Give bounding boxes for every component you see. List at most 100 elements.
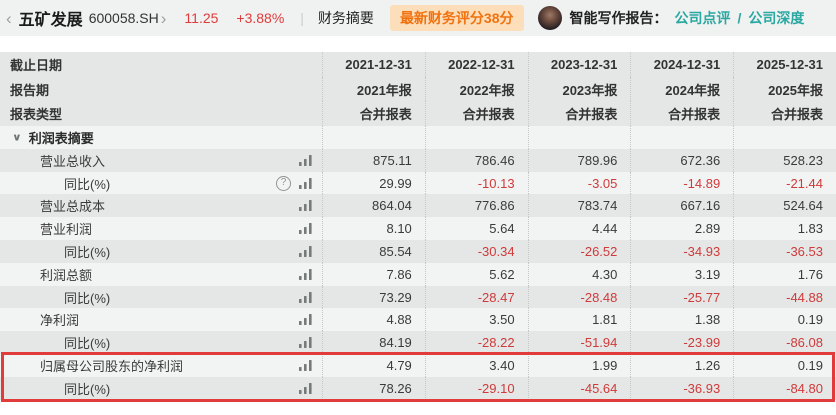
value-cell: 667.16	[630, 194, 734, 218]
row-label-cell: 利润总额	[0, 262, 322, 286]
stock-code: 600058.SH	[88, 10, 159, 26]
value-cell: -23.99	[630, 331, 734, 355]
row-label: 归属母公司股东的净利润	[40, 358, 184, 374]
chevron-left-icon[interactable]: ‹	[6, 8, 12, 28]
meta-value: 2022-12-31	[424, 52, 528, 77]
help-icon[interactable]: ?	[276, 175, 291, 191]
financial-table-wrap: 截止日期 2021-12-31 2022-12-31 2023-12-31 2024-1…	[0, 52, 836, 402]
value-cell: 528.23	[733, 148, 836, 172]
row-label: 利润总额	[40, 267, 93, 283]
bar-chart-icon[interactable]	[299, 154, 312, 166]
empty-cell	[733, 126, 836, 149]
bar-chart-icon[interactable]	[299, 177, 312, 189]
empty-cell	[424, 126, 528, 149]
value-cell: -14.89	[630, 171, 734, 195]
value-cell: -28.47	[424, 285, 528, 309]
value-cell: 4.88	[322, 308, 425, 332]
bar-chart-icon[interactable]	[299, 359, 312, 371]
meta-value: 合并报表	[424, 101, 528, 127]
meta-value: 2024-12-31	[630, 52, 734, 77]
value-cell: -45.64	[527, 376, 631, 400]
row-label-cell: 同比(%)	[0, 240, 322, 263]
value-cell: 875.11	[322, 148, 425, 172]
value-cell: 789.96	[527, 148, 631, 172]
row-label: 营业总成本	[40, 199, 106, 215]
value-cell: 84.19	[322, 331, 425, 355]
value-cell: 864.04	[322, 194, 425, 218]
meta-value: 2023-12-31	[527, 52, 631, 77]
bar-chart-icon[interactable]	[299, 291, 312, 303]
value-cell: -34.93	[630, 240, 734, 263]
value-cell: 776.86	[424, 194, 528, 218]
value-cell: 4.30	[527, 262, 631, 286]
value-cell: 3.40	[424, 354, 528, 377]
stock-name: 五矿发展	[18, 12, 83, 29]
row-label: 营业利润	[40, 222, 93, 238]
bar-chart-icon[interactable]	[299, 382, 312, 394]
value-cell: -84.80	[733, 376, 836, 400]
value-cell: 0.19	[733, 308, 836, 332]
chevron-right-icon[interactable]: ›	[160, 8, 167, 28]
value-cell: 29.99	[322, 171, 425, 195]
fin-table: 截止日期 2021-12-31 2022-12-31 2023-12-31 2024-1…	[0, 52, 836, 400]
link-company-depth[interactable]: 公司深度	[748, 10, 805, 26]
meta-value: 2021年报	[322, 76, 425, 102]
topbar: ‹ 五矿发展 600058.SH › 11.25 +3.88% | 财务摘要 最…	[0, 0, 836, 36]
bar-chart-icon[interactable]	[299, 200, 312, 212]
value-cell: -36.53	[733, 240, 836, 263]
meta-value: 合并报表	[527, 101, 631, 127]
divider: |	[300, 10, 304, 26]
tab-financial-summary[interactable]: 财务摘要	[317, 10, 374, 26]
meta-value: 2025-12-31	[733, 52, 836, 77]
ai-writer-avatar	[537, 6, 562, 30]
value-cell: 672.36	[630, 148, 734, 172]
stock-change: +3.88%	[236, 10, 285, 26]
value-cell: 1.76	[733, 262, 836, 286]
row-label: 净利润	[40, 313, 80, 329]
bar-chart-icon[interactable]	[299, 245, 312, 257]
row-label-cell: 营业利润	[0, 217, 322, 241]
meta-value: 2022年报	[424, 76, 528, 102]
meta-value: 合并报表	[733, 101, 836, 127]
value-cell: 1.99	[527, 354, 631, 377]
meta-value: 2025年报	[733, 76, 836, 102]
value-cell: -3.05	[527, 171, 631, 195]
value-cell: -28.22	[424, 331, 528, 355]
meta-value: 2023年报	[527, 76, 631, 102]
value-cell: -30.34	[424, 240, 528, 263]
bar-chart-icon[interactable]	[299, 337, 312, 349]
section-title: 利润表摘要	[28, 130, 94, 146]
value-cell: 5.64	[424, 217, 528, 241]
section-row[interactable]: ∨ 利润表摘要	[0, 126, 322, 149]
value-cell: -26.52	[527, 240, 631, 263]
link-company-review[interactable]: 公司点评	[674, 10, 731, 26]
empty-cell	[527, 126, 631, 149]
ai-report-label: 智能写作报告：	[569, 10, 668, 26]
empty-cell	[322, 126, 425, 149]
value-cell: 1.83	[733, 217, 836, 241]
value-cell: -36.93	[630, 376, 734, 400]
value-cell: 8.10	[322, 217, 425, 241]
bar-chart-icon[interactable]	[299, 268, 312, 280]
value-cell: 7.86	[322, 262, 425, 286]
value-cell: 1.38	[630, 308, 734, 332]
link-separator: /	[737, 10, 742, 26]
row-label: 同比(%)	[64, 290, 111, 306]
row-label: 同比(%)	[64, 381, 111, 397]
row-label: 同比(%)	[64, 244, 111, 260]
meta-label: 截止日期	[0, 52, 322, 77]
value-cell: 3.19	[630, 262, 734, 286]
bar-chart-icon[interactable]	[299, 314, 312, 326]
value-cell: 2.89	[630, 217, 734, 241]
financial-score-badge[interactable]: 最新财务评分38分	[389, 5, 524, 31]
value-cell: -29.10	[424, 376, 528, 400]
value-cell: -10.13	[424, 171, 528, 195]
bar-chart-icon[interactable]	[299, 223, 312, 235]
row-label-cell: 归属母公司股东的净利润	[0, 354, 322, 377]
row-label-cell: 同比(%)	[0, 376, 322, 400]
value-cell: -51.94	[527, 331, 631, 355]
value-cell: 4.79	[322, 354, 425, 377]
meta-label: 报表类型	[0, 101, 322, 127]
meta-value: 合并报表	[322, 101, 425, 127]
value-cell: 78.26	[322, 376, 425, 400]
